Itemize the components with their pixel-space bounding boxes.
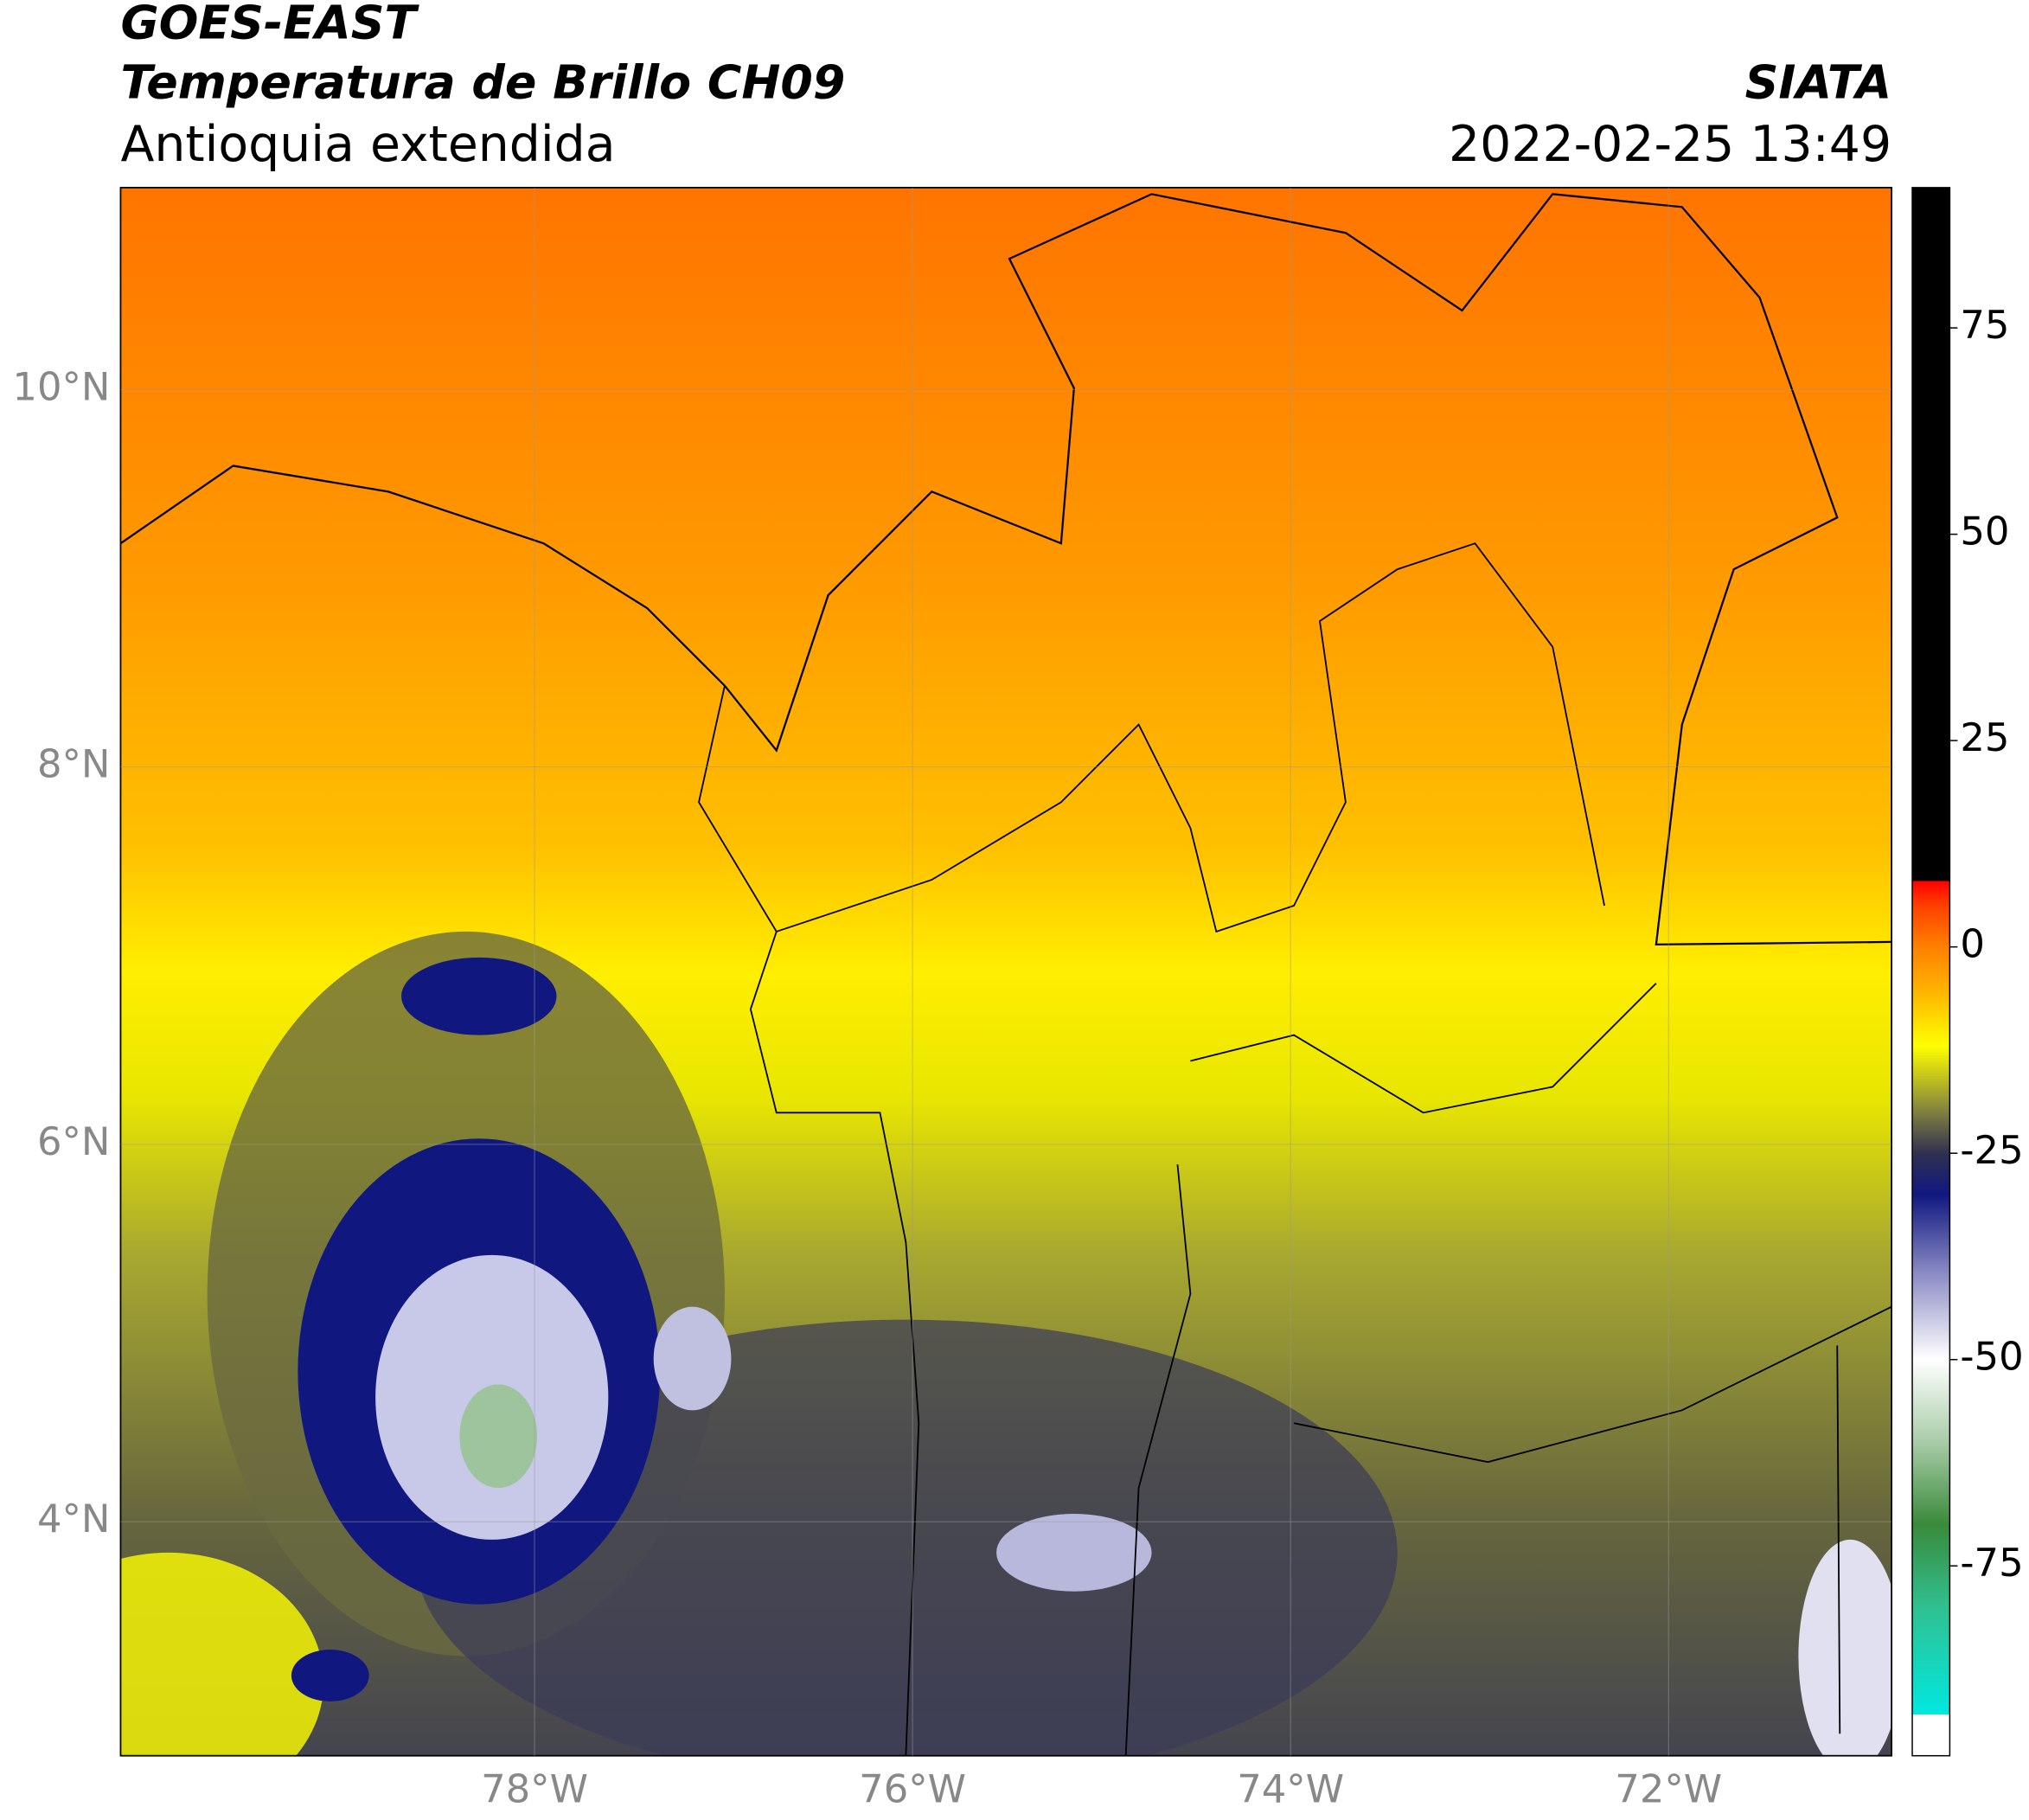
warm-area	[120, 1552, 324, 1756]
colorbar-tick-label: 50	[1960, 509, 2009, 554]
x-tick-label: 78°W	[481, 1766, 588, 1812]
convective-cell	[1798, 1539, 1892, 1756]
colorbar-tick-label: -50	[1960, 1334, 2023, 1380]
x-tick-label: 76°W	[859, 1766, 966, 1812]
coastline	[120, 193, 1892, 946]
colorbar	[1911, 187, 1951, 1757]
source: SIATA	[1745, 54, 1892, 109]
colorbar-tick-label: 75	[1960, 302, 2009, 348]
y-tick-label: 10°N	[12, 363, 110, 409]
convective-cell	[653, 1306, 732, 1411]
x-tick-label: 74°W	[1237, 1766, 1344, 1812]
colorbar-tick-label: 0	[1960, 921, 1985, 967]
y-tick-label: 4°N	[37, 1496, 111, 1541]
subtitle: Temperatura de Brillo CH09	[120, 54, 845, 109]
map-frame	[119, 186, 1892, 1757]
y-tick-label: 8°N	[37, 741, 111, 787]
convective-cell	[401, 957, 557, 1035]
x-tick-label: 72°W	[1615, 1766, 1722, 1812]
region: Antioquia extendida	[120, 116, 615, 173]
y-tick-label: 6°N	[37, 1118, 111, 1164]
colorbar-tick-label: -25	[1960, 1127, 2023, 1173]
title: GOES-EAST	[120, 0, 419, 50]
convective-cell	[996, 1514, 1152, 1592]
colorbar-tick-label: 25	[1960, 715, 2009, 760]
department-boundary	[698, 542, 1892, 1756]
satellite-field	[120, 187, 1892, 1756]
cloud-area	[414, 1319, 1398, 1756]
datetime: 2022-02-25 13:49	[1449, 116, 1891, 173]
colorbar-tick-label: -75	[1960, 1540, 2023, 1586]
convective-core	[459, 1384, 538, 1489]
convective-cell	[291, 1650, 369, 1701]
